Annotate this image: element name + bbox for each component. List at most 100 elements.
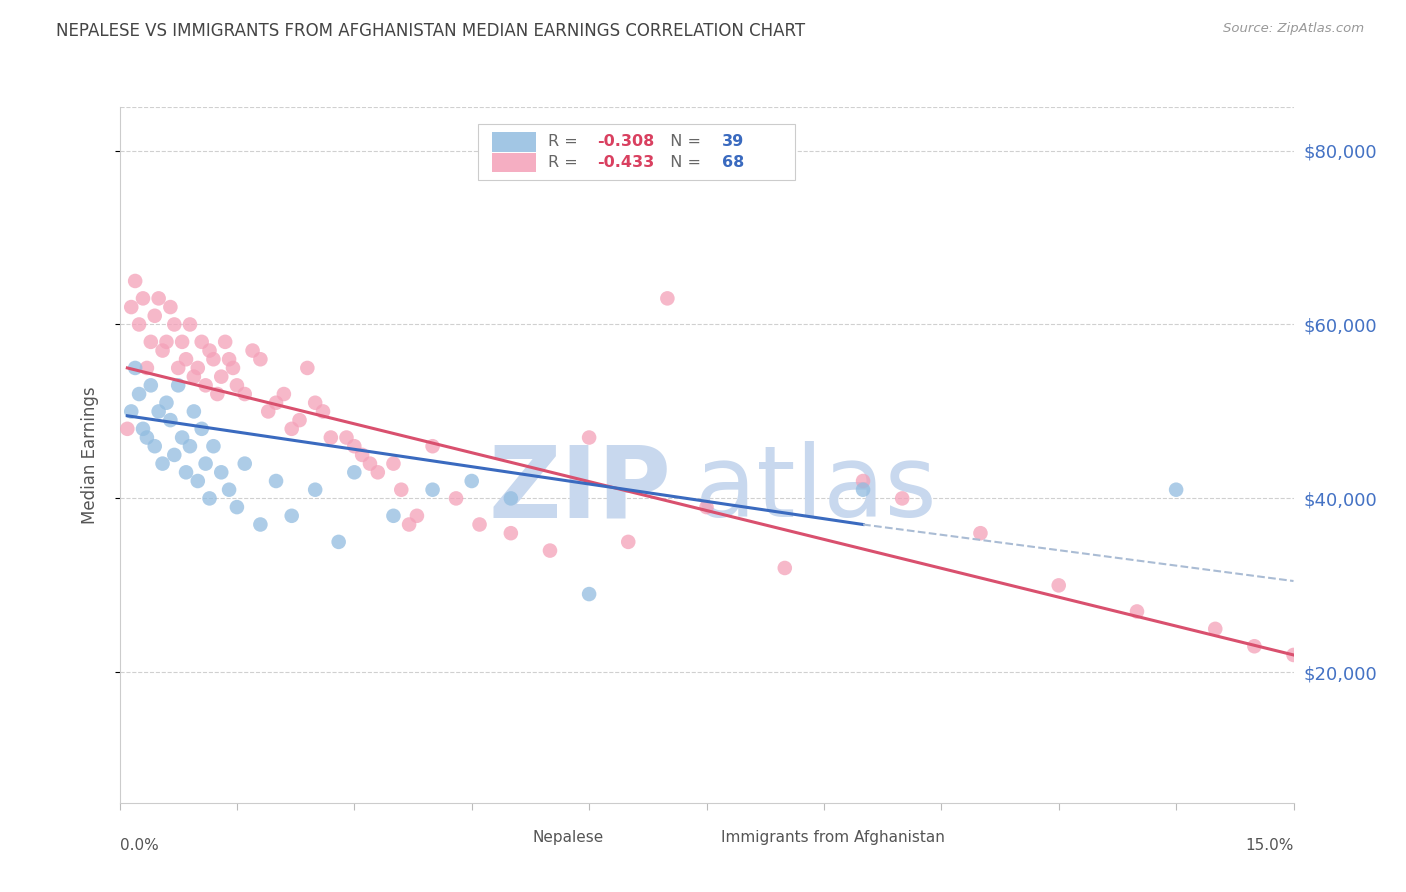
Text: 0.0%: 0.0% [120,838,159,853]
Point [163,448,186,462]
Point [207,387,229,401]
Point [1047,578,1070,592]
Point [209,369,232,384]
Point [264,396,287,410]
Text: ZIP: ZIP [488,442,671,538]
Point [304,483,326,497]
Point [343,439,366,453]
Point [1243,639,1265,653]
Point [468,517,491,532]
Point [297,361,319,376]
Point [198,491,221,506]
Point [190,334,212,349]
Bar [492,153,536,172]
Point [367,466,389,480]
Point [343,466,366,480]
Point [422,483,444,497]
Text: -0.433: -0.433 [598,155,655,170]
Point [249,517,271,532]
Point [214,334,236,349]
Point [499,526,522,541]
Point [124,274,146,288]
Point [273,387,295,401]
Y-axis label: Median Earnings: Median Earnings [80,386,98,524]
Point [209,466,232,480]
Point [225,500,249,514]
Point [152,457,174,471]
Point [159,413,181,427]
Text: 39: 39 [721,135,744,149]
Point [222,361,245,376]
Point [172,334,194,349]
Point [696,500,718,514]
Point [969,526,991,541]
Point [352,448,374,462]
Point [202,439,225,453]
Point [139,334,162,349]
Point [304,396,326,410]
Point [773,561,796,575]
Point [422,439,444,453]
Point [852,474,875,488]
Point [120,300,142,314]
Bar [478,124,794,180]
Text: Immigrants from Afghanistan: Immigrants from Afghanistan [721,830,945,845]
Point [1282,648,1305,662]
Point [135,430,157,444]
Point [218,352,240,367]
Point [148,404,170,418]
Point [179,439,201,453]
Point [312,404,335,418]
Text: R =: R = [548,155,583,170]
Point [335,430,357,444]
Point [148,291,170,305]
Point [174,466,197,480]
Point [198,343,221,358]
Point [499,491,522,506]
Point [288,413,311,427]
Point [128,387,150,401]
Point [389,483,412,497]
Point [183,369,205,384]
Point [132,422,155,436]
Point [233,457,256,471]
Point [143,439,166,453]
Point [194,457,217,471]
Point [891,491,914,506]
Point [257,404,280,418]
Text: atlas: atlas [695,442,936,538]
Point [135,361,157,376]
Point [249,352,271,367]
Point [657,291,679,305]
Text: N =: N = [659,155,706,170]
Point [117,422,139,436]
Point [382,457,405,471]
Point [578,430,600,444]
Point [174,352,197,367]
Point [143,309,166,323]
Point [538,543,561,558]
Point [120,404,142,418]
Point [319,430,342,444]
Point [187,474,209,488]
Point [398,517,420,532]
Text: Nepalese: Nepalese [533,830,605,845]
Point [128,318,150,332]
Point [132,291,155,305]
Text: R =: R = [548,135,583,149]
Point [167,378,190,392]
Point [163,318,186,332]
Text: NEPALESE VS IMMIGRANTS FROM AFGHANISTAN MEDIAN EARNINGS CORRELATION CHART: NEPALESE VS IMMIGRANTS FROM AFGHANISTAN … [56,22,806,40]
Point [444,491,467,506]
Point [190,422,212,436]
Point [460,474,484,488]
Point [194,378,217,392]
Text: -0.308: -0.308 [598,135,655,149]
Point [280,508,302,523]
Point [328,534,350,549]
Bar [489,830,522,846]
Point [218,483,240,497]
Point [159,300,181,314]
Point [202,352,225,367]
Point [179,318,201,332]
